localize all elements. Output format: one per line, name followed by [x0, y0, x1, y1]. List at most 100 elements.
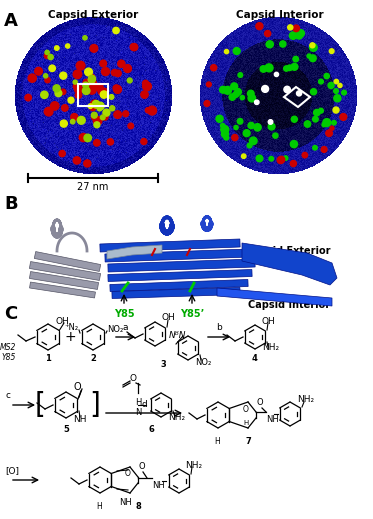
Text: NH₂: NH₂ — [168, 413, 185, 421]
Circle shape — [128, 123, 134, 129]
Circle shape — [313, 116, 318, 122]
Polygon shape — [29, 271, 98, 290]
Text: NH: NH — [73, 415, 87, 424]
Circle shape — [206, 82, 211, 87]
Text: Y85’: Y85’ — [180, 309, 204, 319]
Circle shape — [224, 87, 232, 94]
Text: NH: NH — [266, 415, 279, 424]
Text: A: A — [4, 12, 18, 30]
Circle shape — [254, 100, 259, 104]
Circle shape — [94, 140, 100, 146]
Circle shape — [123, 111, 129, 117]
Circle shape — [221, 126, 229, 133]
Text: B: B — [4, 195, 18, 213]
Circle shape — [233, 48, 240, 54]
Circle shape — [266, 42, 272, 47]
Circle shape — [295, 32, 303, 39]
Text: NO₂: NO₂ — [107, 324, 123, 334]
Circle shape — [73, 83, 79, 89]
Circle shape — [89, 74, 95, 80]
Circle shape — [100, 115, 105, 120]
Circle shape — [41, 91, 48, 99]
Circle shape — [274, 72, 279, 76]
Circle shape — [83, 36, 87, 40]
Circle shape — [145, 107, 151, 113]
Text: H: H — [214, 437, 220, 446]
Circle shape — [332, 120, 336, 125]
Circle shape — [283, 66, 289, 71]
Polygon shape — [112, 288, 240, 298]
Circle shape — [88, 77, 95, 83]
Circle shape — [329, 49, 334, 53]
Circle shape — [113, 86, 122, 93]
Circle shape — [232, 134, 238, 141]
Circle shape — [323, 119, 331, 127]
Circle shape — [254, 124, 261, 131]
Circle shape — [314, 110, 320, 116]
Text: 1: 1 — [45, 354, 51, 363]
Circle shape — [211, 64, 217, 71]
Circle shape — [25, 94, 31, 101]
Circle shape — [293, 57, 298, 62]
Circle shape — [268, 120, 273, 124]
Text: 8: 8 — [135, 502, 141, 511]
Circle shape — [241, 154, 246, 158]
Text: ⁺N₂: ⁺N₂ — [65, 322, 79, 332]
Text: NᴽN: NᴽN — [169, 332, 186, 340]
Circle shape — [265, 64, 273, 72]
Circle shape — [264, 31, 271, 37]
Circle shape — [268, 123, 275, 130]
Circle shape — [113, 28, 119, 34]
Circle shape — [260, 66, 267, 72]
Circle shape — [91, 112, 97, 118]
Text: a: a — [123, 323, 128, 332]
Text: O: O — [129, 374, 137, 383]
Circle shape — [342, 90, 347, 95]
Circle shape — [60, 120, 68, 127]
Text: b: b — [216, 323, 222, 332]
Circle shape — [204, 101, 210, 106]
Circle shape — [68, 97, 74, 103]
Circle shape — [103, 109, 110, 116]
Circle shape — [79, 133, 88, 142]
Circle shape — [142, 80, 148, 86]
Text: d: d — [141, 400, 147, 409]
Circle shape — [143, 82, 151, 91]
Circle shape — [73, 157, 81, 164]
Text: H: H — [96, 502, 102, 511]
Circle shape — [91, 114, 97, 120]
Circle shape — [83, 79, 90, 86]
Circle shape — [73, 70, 82, 78]
Circle shape — [60, 89, 66, 94]
Circle shape — [250, 137, 257, 145]
Text: NO₂: NO₂ — [195, 358, 211, 367]
Text: O: O — [73, 382, 81, 392]
Text: 7: 7 — [245, 437, 251, 446]
Circle shape — [112, 70, 118, 76]
Text: H: H — [243, 420, 249, 426]
Circle shape — [45, 50, 49, 54]
Circle shape — [101, 67, 110, 76]
Circle shape — [333, 107, 339, 113]
Polygon shape — [217, 288, 332, 306]
Text: [: [ — [35, 391, 46, 419]
Circle shape — [90, 104, 96, 111]
Circle shape — [310, 55, 316, 62]
Circle shape — [50, 102, 59, 110]
Circle shape — [91, 100, 98, 108]
Circle shape — [290, 160, 297, 167]
Circle shape — [100, 91, 108, 98]
Circle shape — [237, 118, 243, 124]
Text: H
N: H N — [135, 398, 141, 417]
Circle shape — [83, 82, 89, 88]
Circle shape — [97, 102, 104, 110]
Circle shape — [240, 95, 244, 100]
Circle shape — [277, 157, 284, 163]
Circle shape — [284, 86, 290, 93]
Circle shape — [247, 90, 254, 97]
Circle shape — [93, 117, 102, 125]
Circle shape — [49, 65, 55, 72]
Circle shape — [324, 73, 329, 79]
Circle shape — [85, 81, 91, 87]
Circle shape — [88, 104, 93, 108]
